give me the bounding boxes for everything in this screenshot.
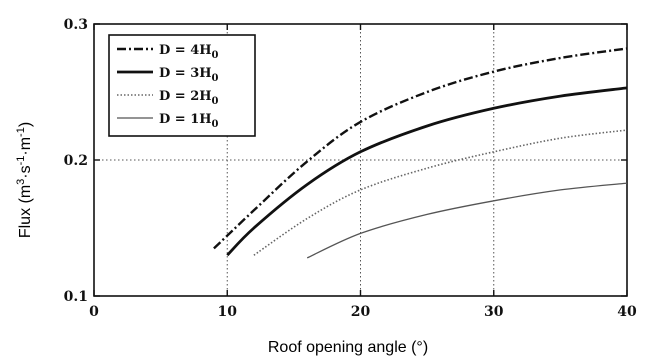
legend-label-subscript: 0 [212,96,219,107]
x-tick-label: 20 [351,304,371,320]
legend-label: D = 4H0 [159,43,219,61]
y-axis-title-part: ) [17,122,34,127]
legend-label-subscript: 0 [212,119,219,130]
x-axis-title: Roof opening angle (°) [268,339,428,356]
x-tick-label: 30 [484,304,504,320]
legend-label-main: D = 1H [159,112,212,127]
series-line-1 [213,47,628,250]
y-axis-title-part: Flux (m [17,185,34,238]
legend-label-main: D = 3H [159,66,212,81]
y-axis-title-superscript: 3 [15,179,27,185]
legend-label: D = 3H0 [159,66,219,84]
y-axis-title-part: ·m [17,137,34,156]
x-tick-label: 10 [218,304,238,320]
y-tick-label: 0.2 [64,153,88,169]
y-axis-title-part: ·s [17,165,34,178]
legend-label-subscript: 0 [212,50,219,61]
series-line-4 [306,182,628,259]
legend-label-main: D = 2H [159,89,212,104]
x-tick-label: 0 [89,304,99,320]
y-tick-label: 0.3 [64,17,88,33]
y-axis-title: Flux (m3·s-1·m-1) [15,122,34,238]
legend-box [108,34,256,137]
ticks: 0 10 20 30 40 0.1 0.2 0.3 [64,17,637,320]
series-line-3 [253,129,628,256]
series-layer [213,47,628,259]
series-line-2 [226,86,628,257]
legend-label: D = 2H0 [159,89,219,107]
y-axis-title-superscript: -1 [15,127,27,137]
legend-label: D = 1H0 [159,112,219,130]
y-tick-label: 0.1 [64,289,88,305]
y-axis-title-superscript: -1 [15,156,27,166]
legend-label-main: D = 4H [159,43,212,58]
x-tick-label: 40 [617,304,637,320]
legend-label-subscript: 0 [212,73,219,84]
